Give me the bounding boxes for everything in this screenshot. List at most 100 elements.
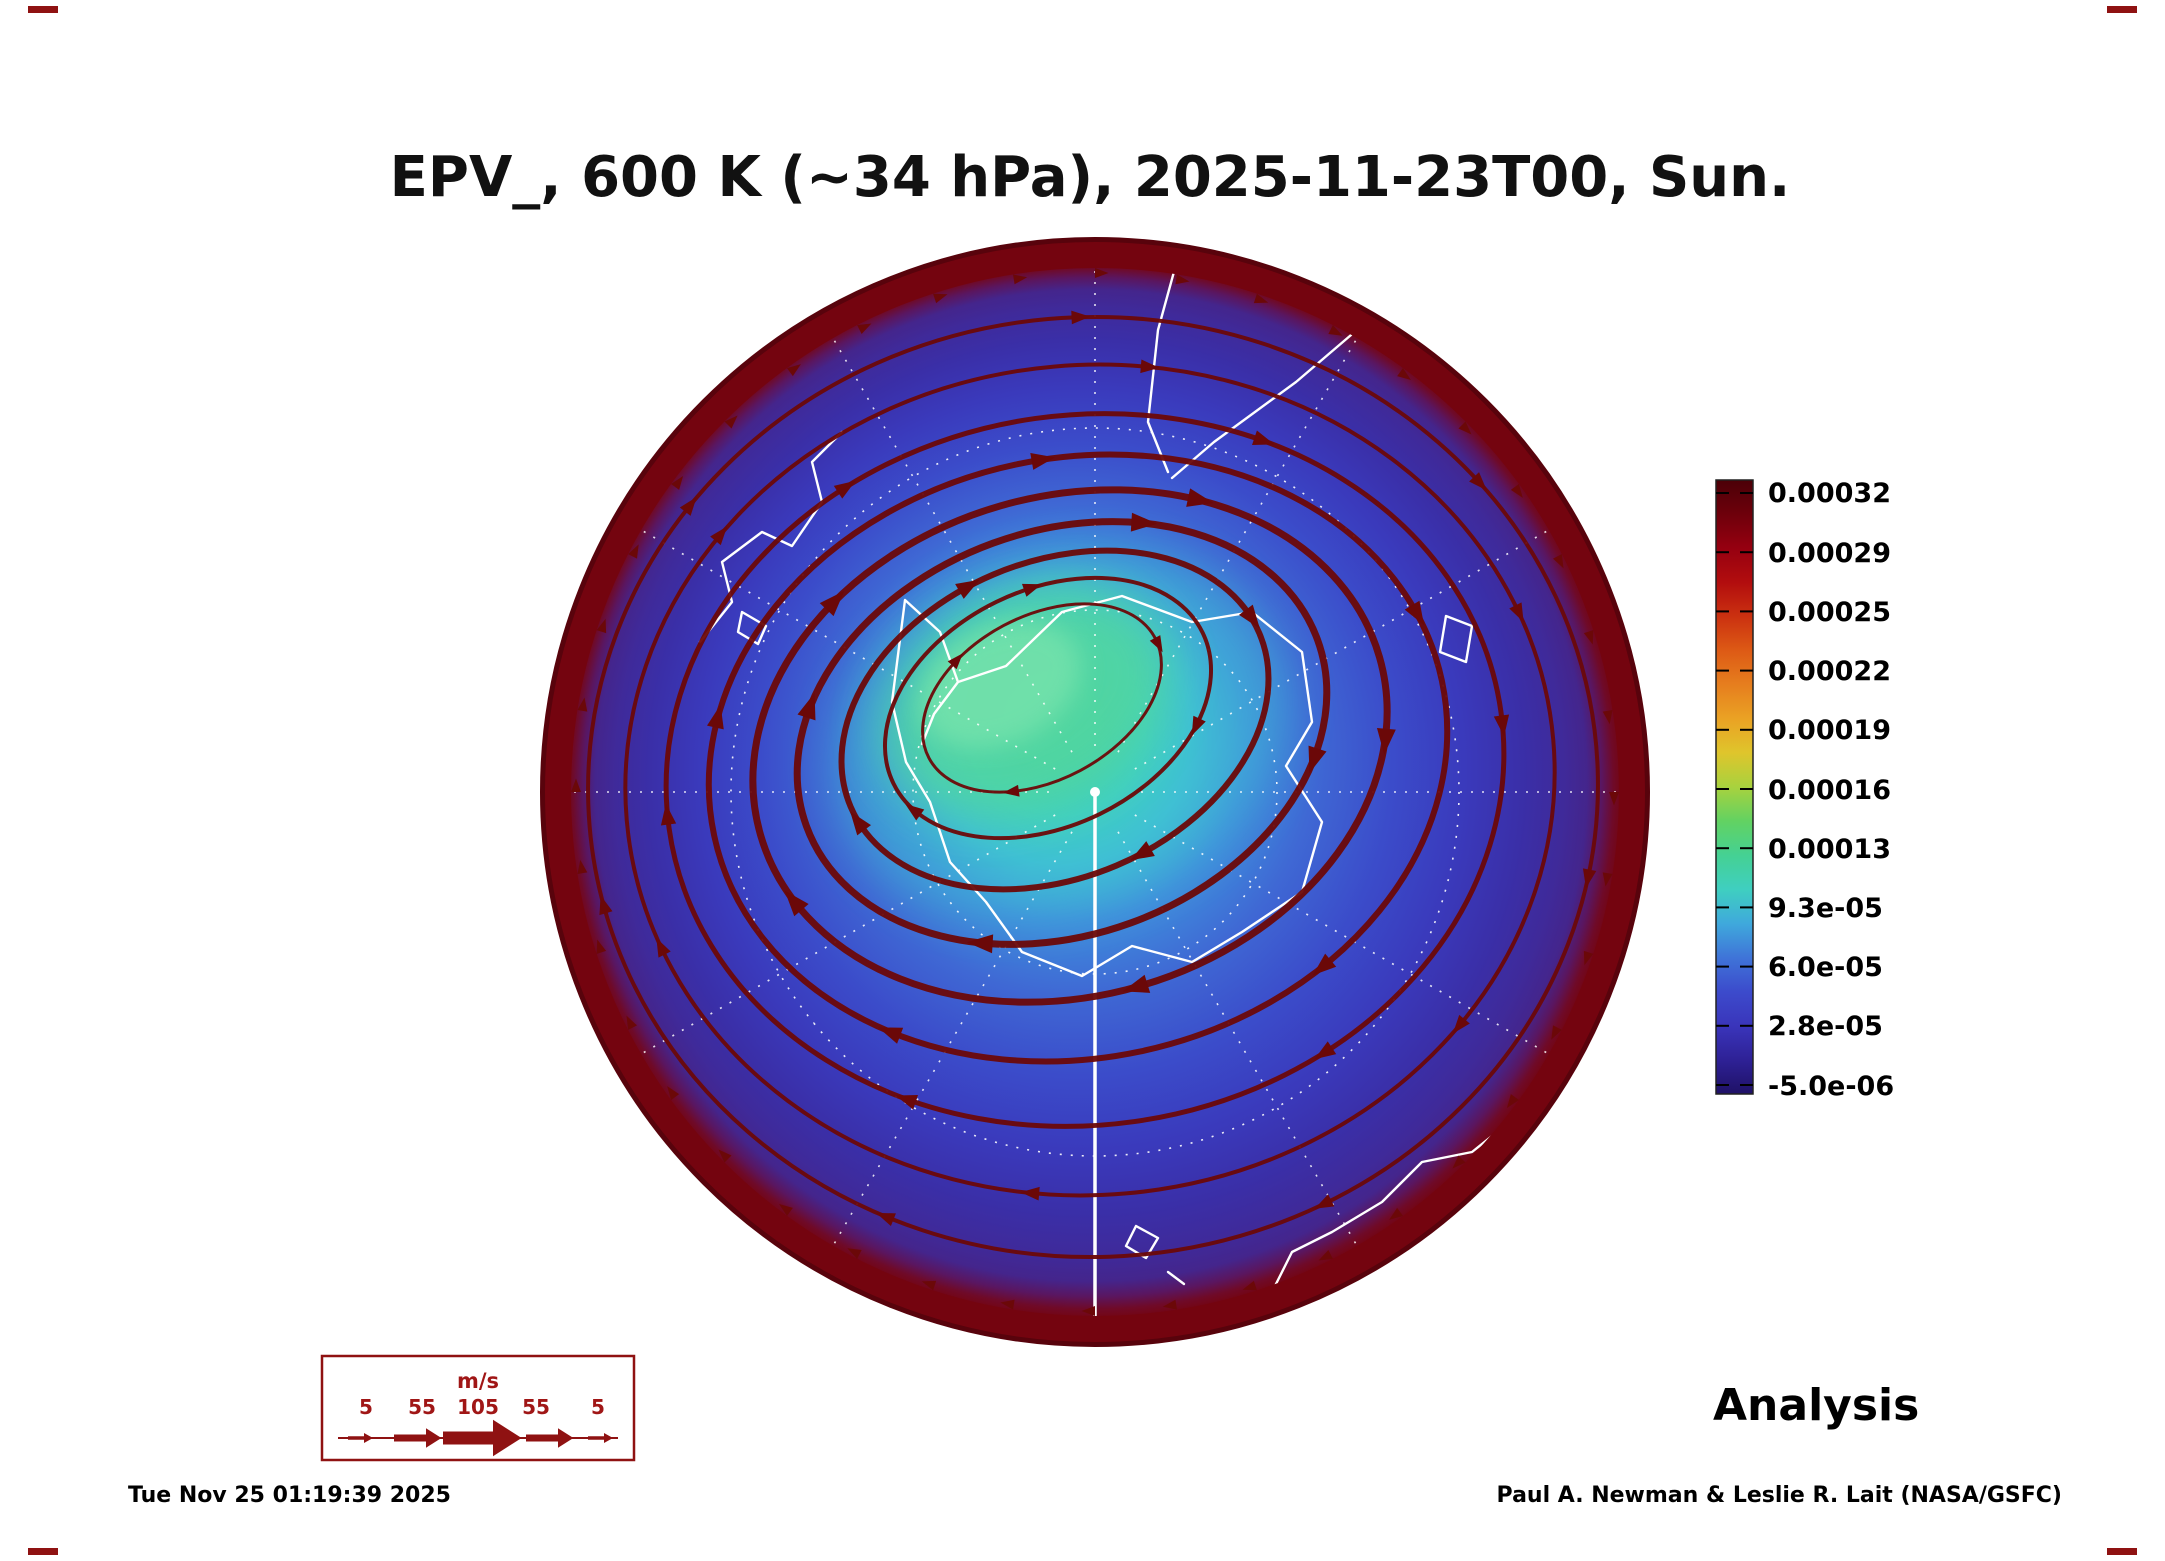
stream-arrow	[1130, 841, 1155, 861]
stream-arrow	[1191, 715, 1206, 736]
stream-arrow	[679, 497, 697, 516]
legend-arrow-head	[493, 1419, 522, 1457]
wind-speed-legend: m/s 5 55 105 55 5	[320, 1354, 636, 1462]
stream-arrow	[1186, 488, 1214, 507]
corner-marks	[28, 6, 2137, 1555]
coastline-path	[1418, 268, 1472, 332]
stream-arrow	[1404, 600, 1425, 626]
stream-arrow	[787, 364, 801, 377]
stream-arrow	[955, 579, 980, 599]
analysis-label: Analysis	[1713, 1380, 1919, 1431]
stream-arrow	[1452, 1014, 1470, 1034]
coastline-path	[736, 610, 768, 646]
stream-arrow	[819, 590, 845, 617]
polar-map	[540, 237, 1650, 1347]
legend-arrow-head	[604, 1433, 613, 1443]
stream-arrow	[905, 804, 925, 821]
streamline	[838, 547, 1272, 893]
colorbar-tick-label: 6.0e-05	[1768, 952, 1883, 983]
colorbar-tick-label: 0.00013	[1768, 834, 1891, 865]
chart-title: EPV_, 600 K (~34 hPa), 2025-11-23T00, Su…	[390, 145, 1791, 210]
stream-arrow	[1238, 604, 1260, 629]
coastline-path	[1146, 258, 1188, 474]
colorbar-gradient-bar	[1715, 479, 1754, 1095]
stream-arrow	[1020, 1186, 1040, 1201]
stream-arrow	[1162, 1299, 1177, 1310]
stream-arrow	[1510, 484, 1523, 498]
stream-arrow	[656, 937, 671, 958]
stream-arrow	[1458, 421, 1472, 435]
coastline-path	[890, 594, 1324, 978]
corner-mark	[28, 6, 58, 13]
corner-mark	[2107, 6, 2137, 13]
corner-mark	[28, 1548, 58, 1555]
stream-arrow	[1582, 868, 1597, 888]
stream-arrow	[1314, 1041, 1337, 1060]
stream-arrow	[718, 1149, 732, 1163]
timestamp: Tue Nov 25 01:19:39 2025	[128, 1483, 451, 1508]
stream-arrow	[628, 544, 639, 559]
legend-arrow-head	[364, 1433, 373, 1443]
stream-arrow	[1122, 974, 1151, 993]
stream-arrow	[933, 293, 948, 304]
stream-arrow	[833, 480, 856, 499]
stream-arrow	[596, 939, 607, 954]
coastline-path	[1518, 1178, 1588, 1242]
colorbar-tick-label: 9.3e-05	[1768, 893, 1883, 924]
stream-arrow	[1140, 359, 1160, 374]
stream-arrow	[947, 653, 963, 670]
stream-arrow	[626, 1015, 637, 1030]
stream-arrow	[599, 895, 613, 916]
stream-arrow	[784, 890, 809, 917]
legend-arrow-head	[558, 1428, 574, 1448]
colorbar-ticks	[1716, 492, 1753, 1086]
stream-arrow	[1376, 728, 1396, 755]
coastline-path	[920, 680, 960, 746]
stream-arrow	[660, 803, 677, 826]
stream-arrow	[1308, 745, 1327, 774]
stream-arrow	[1506, 1094, 1519, 1108]
graticule-parallel	[912, 609, 1278, 975]
legend-arrow-head	[426, 1428, 442, 1448]
stream-arrow	[1002, 784, 1020, 797]
stream-arrow	[1149, 635, 1163, 653]
stream-arrow	[1609, 792, 1619, 806]
stream-arrow	[1509, 602, 1524, 623]
epv-core-blob-layer	[831, 551, 1289, 919]
stream-arrow	[1602, 872, 1613, 887]
stream-arrow	[1602, 710, 1613, 725]
streamline	[882, 575, 1214, 841]
stream-arrow	[1553, 554, 1564, 569]
stream-arrow	[1397, 368, 1411, 381]
streamline	[793, 518, 1331, 948]
rim-outer	[540, 237, 1650, 1347]
stream-arrow	[667, 1086, 680, 1100]
stream-arrow	[895, 1094, 918, 1110]
streamline-layer	[586, 310, 1600, 1260]
stream-arrow	[1551, 1025, 1562, 1040]
stream-arrow	[847, 1248, 862, 1259]
vortex-rim-ring	[540, 237, 1650, 1347]
legend-arrow	[526, 1434, 558, 1442]
stream-arrow	[1175, 274, 1190, 285]
colorbar-tick-label: 0.00016	[1768, 775, 1891, 806]
stream-arrow	[966, 934, 994, 954]
stream-arrow	[1242, 1280, 1257, 1291]
legend-arrow	[394, 1434, 426, 1442]
colorbar-tick-label: 0.00032	[1768, 478, 1891, 509]
colorbar-tick-label: 0.00025	[1768, 597, 1891, 628]
legend-arrow	[443, 1431, 493, 1445]
pole-marker	[1090, 787, 1100, 797]
corner-mark	[2107, 1548, 2137, 1555]
streamline	[705, 451, 1451, 1065]
stream-arrow	[710, 526, 728, 546]
stream-arrow	[724, 415, 738, 429]
stream-arrow	[921, 1280, 937, 1291]
stream-arrow	[1081, 1306, 1095, 1316]
stream-arrow	[1252, 430, 1275, 446]
stream-arrow	[1021, 583, 1042, 597]
stream-arrow	[1314, 1194, 1335, 1209]
stream-arrow	[577, 697, 588, 712]
stream-arrow	[850, 811, 872, 836]
